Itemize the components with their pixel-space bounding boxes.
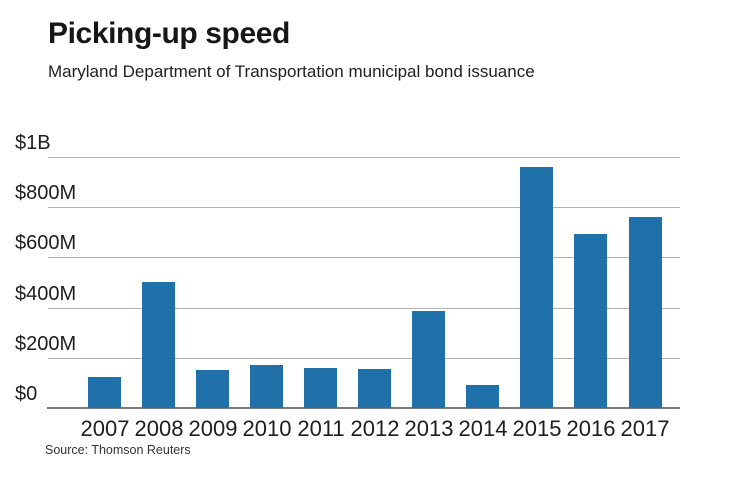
x-axis-tick-label: 2007 [80,416,130,441]
gridline-1b [48,157,680,158]
x-axis-tick-label: 2016 [566,416,616,441]
x-axis-tick-label: 2013 [404,416,454,441]
x-axis-baseline [47,407,680,409]
source-note: Source: Thomson Reuters [45,443,191,457]
bar-2015 [520,167,553,408]
y-axis-tick-label: $600M [15,232,77,255]
gridline-400m [48,307,680,309]
y-axis-tick-label: $0 [15,383,38,405]
bar-2010 [250,365,283,408]
x-axis-tick-label: 2008 [134,416,184,441]
bar-2009 [196,370,229,408]
bar-2013 [412,311,445,408]
chart-title: Picking-up speed [48,17,290,50]
bar-2008 [142,282,175,408]
x-axis-tick-label: 2012 [350,416,400,441]
chart-subtitle: Maryland Department of Transportation mu… [48,62,535,81]
y-axis-tick-label: $800M [15,182,77,205]
x-axis-tick-label: 2010 [242,416,292,441]
x-axis-tick-label: 2015 [512,416,562,441]
gridline-600m [48,257,680,259]
y-axis-tick-label: $1B [15,132,51,154]
bar-2017 [629,217,662,408]
bar-2011 [304,368,337,408]
bar-2014 [466,385,499,408]
gridline-200m [48,357,680,359]
bar-2012 [358,369,391,408]
x-axis-tick-label: 2017 [620,416,670,441]
x-axis-tick-label: 2009 [188,416,238,441]
bar-2007 [88,377,121,408]
x-axis-tick-label: 2014 [458,416,508,441]
y-axis-tick-label: $200M [15,332,77,355]
bar-2016 [574,234,607,408]
gridline-800m [48,207,680,209]
x-axis-tick-label: 2011 [297,416,345,441]
y-axis-tick-label: $400M [15,282,77,305]
